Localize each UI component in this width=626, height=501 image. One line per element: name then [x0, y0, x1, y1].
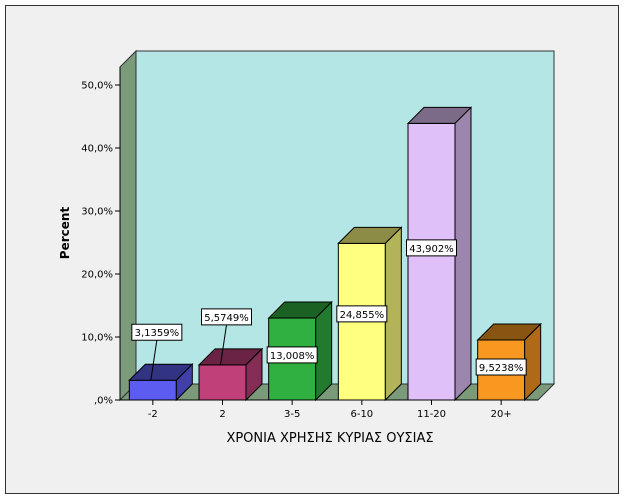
- data-label-leader: [220, 324, 227, 365]
- data-labels: 3,1359% 5,5749% 13,008% 24,855% 43,902% 9,523…: [131, 239, 527, 381]
- bar: [128, 363, 194, 402]
- bar-side: [315, 300, 333, 402]
- bar-side: [384, 226, 402, 402]
- bar-front: [407, 122, 456, 401]
- x-tick-label: 11-20: [417, 409, 446, 420]
- data-label-box: [336, 305, 388, 323]
- y-tick-label: 30,0%: [81, 207, 113, 218]
- data-label-text: 9,5238%: [479, 363, 524, 374]
- data-label-box: [475, 358, 527, 376]
- data-label-text: 43,902%: [409, 244, 454, 255]
- data-label-text: 5,5749%: [204, 313, 249, 324]
- data-label: 9,5238%: [475, 358, 527, 376]
- y-axis: ,0% 10,0% 20,0% 30,0% 40,0% 50,0%: [81, 81, 120, 407]
- bar-front: [128, 379, 177, 401]
- data-label: 13,008%: [266, 346, 318, 364]
- y-axis-title: Percent: [58, 207, 72, 260]
- bar: [197, 347, 264, 402]
- side-wall: [119, 49, 137, 402]
- data-label-text: 3,1359%: [135, 328, 180, 339]
- data-label-box: [131, 323, 183, 341]
- bar-side: [245, 347, 263, 402]
- y-tick-label: 40,0%: [81, 144, 113, 155]
- data-label: 43,902%: [406, 239, 457, 257]
- data-label-box: [266, 346, 318, 364]
- data-label-box: [406, 239, 457, 257]
- data-label-leader: [150, 340, 158, 381]
- x-tick-label: 6-10: [350, 409, 373, 420]
- x-tick-label: 20+: [491, 409, 512, 420]
- bar-front: [198, 364, 247, 401]
- y-tick-label: 10,0%: [81, 333, 113, 344]
- data-label-text: 13,008%: [270, 351, 315, 362]
- data-label: 5,5749%: [201, 308, 252, 365]
- x-tick-label: 3-5: [284, 409, 300, 420]
- data-label-text: 24,855%: [340, 310, 385, 321]
- bar-side: [175, 363, 193, 402]
- data-label: 24,855%: [336, 305, 388, 323]
- bar-side: [454, 106, 472, 402]
- x-axis-title: ΧΡΟΝΙΑ ΧΡΗΣΗΣ ΚΥΡΙΑΣ ΟΥΣΙΑΣ: [226, 431, 433, 446]
- data-label: 3,1359%: [131, 323, 183, 381]
- x-axis: -2 2 3-5 6-10 11-20 20+: [119, 67, 538, 420]
- y-tick-label: 50,0%: [81, 81, 113, 92]
- x-tick-label: -2: [148, 409, 158, 420]
- y-tick-label: ,0%: [94, 396, 113, 407]
- y-tick-label: 20,0%: [81, 270, 113, 281]
- bar-side: [524, 322, 542, 402]
- x-tick-label: 2: [219, 409, 225, 420]
- data-label-box: [201, 308, 252, 326]
- bar: [406, 106, 473, 402]
